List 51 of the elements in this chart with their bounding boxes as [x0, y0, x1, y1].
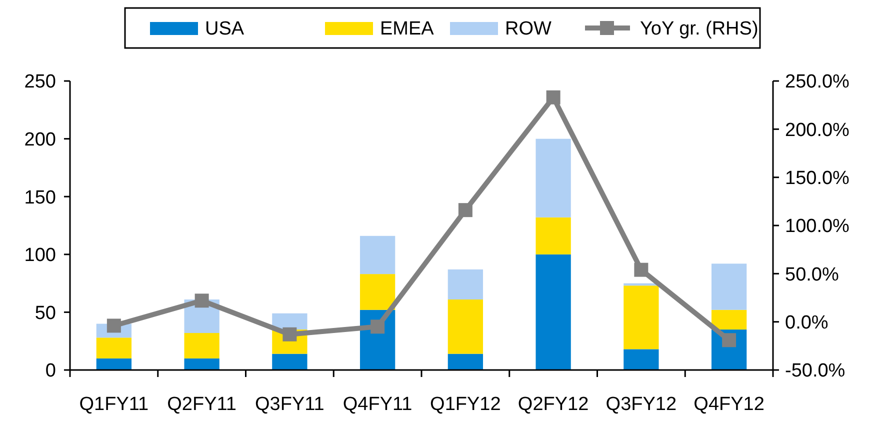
y-tick-label: 250	[24, 72, 56, 93]
x-tick-label: Q1FY11	[79, 394, 149, 415]
y-tick-label: 150	[24, 187, 56, 208]
y-tick-label: 200	[24, 129, 56, 150]
x-tick-label: Q2FY11	[167, 394, 236, 415]
x-tick-label: Q3FY11	[255, 394, 324, 415]
bar	[184, 358, 220, 370]
legend-label: ROW	[505, 18, 552, 40]
point	[722, 333, 736, 348]
y2-tick-label: 250.0%	[785, 72, 850, 93]
point	[106, 318, 121, 333]
y2-tick-label: 100.0%	[785, 216, 850, 238]
point	[546, 90, 560, 104]
point	[634, 262, 648, 277]
y-tick-label: 50	[34, 302, 56, 324]
bar	[448, 354, 484, 370]
bar	[624, 286, 659, 350]
bar	[448, 269, 484, 300]
x-tick-label: Q2FY12	[518, 394, 589, 415]
y-tick-label: 0	[45, 360, 56, 382]
point	[194, 294, 209, 308]
bar	[360, 274, 396, 310]
y2-tick-label: 150.0%	[785, 168, 850, 189]
point	[282, 327, 297, 342]
legend-label: YoY gr. (RHS)	[640, 18, 758, 40]
bar	[711, 264, 747, 310]
bar	[448, 299, 484, 354]
bar	[536, 217, 571, 254]
bar	[360, 236, 396, 274]
point	[458, 203, 472, 218]
bar	[711, 310, 747, 330]
bar	[96, 358, 132, 370]
y2-tick-label: 200.0%	[785, 120, 850, 141]
point	[370, 320, 385, 334]
bar	[96, 338, 132, 358]
bar	[184, 333, 220, 358]
legend-label: EMEA	[380, 18, 434, 40]
bar	[536, 254, 571, 370]
y2-tick-label: 0.0%	[785, 312, 828, 334]
legend-label: USA	[205, 18, 244, 40]
y2-tick-label: -50.0%	[785, 360, 846, 382]
y-tick-label: 100	[24, 245, 56, 266]
x-tick-label: Q1FY12	[430, 394, 501, 415]
x-tick-label: Q3FY12	[606, 394, 677, 415]
bar	[272, 354, 308, 370]
bar	[536, 138, 571, 218]
x-tick-label: Q4FY12	[694, 394, 764, 415]
x-tick-label: Q4FY11	[342, 394, 412, 415]
bar	[624, 349, 659, 370]
y2-tick-label: 50.0%	[785, 264, 839, 286]
bar	[272, 313, 308, 330]
